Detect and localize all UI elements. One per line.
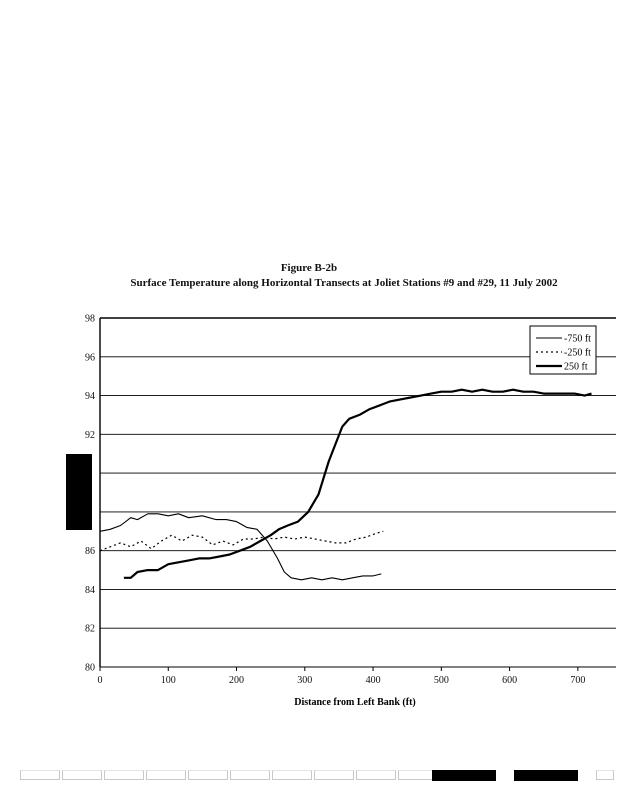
y-tick-label-82: 82 — [85, 624, 95, 635]
y-tick-label-80: 80 — [85, 663, 95, 674]
x-tick-label-300: 300 — [297, 675, 312, 686]
y-tick-label-98: 98 — [85, 314, 95, 325]
x-axis-tick-labels: 0 100 200 300 400 500 600 700 — [98, 675, 586, 686]
x-tick-label-100: 100 — [161, 675, 176, 686]
x-tick-label-400: 400 — [366, 675, 381, 686]
series-line-1 — [99, 513, 382, 581]
footer-box-4 — [146, 770, 186, 780]
redaction-block — [66, 454, 92, 530]
footer-box-1 — [20, 770, 60, 780]
chart-series — [99, 388, 592, 581]
legend-label-3: 250 ft — [564, 362, 588, 373]
chart-gridlines — [100, 317, 616, 668]
footer-box-9 — [356, 770, 396, 780]
legend-label-2: -250 ft — [564, 348, 591, 359]
footer-box-6 — [230, 770, 270, 780]
x-tick-label-700: 700 — [570, 675, 585, 686]
footer-box-3 — [104, 770, 144, 780]
figure-number: Figure B-2b — [280, 262, 338, 274]
x-tick-label-200: 200 — [229, 675, 244, 686]
footer-box-last — [596, 770, 614, 780]
footer-box-2 — [62, 770, 102, 780]
series-line-3 — [123, 388, 592, 579]
chart-legend: -750 ft -250 ft 250 ft — [529, 325, 597, 375]
y-tick-label-94: 94 — [85, 391, 95, 402]
footer-black-bar-2 — [514, 770, 578, 781]
y-tick-label-84: 84 — [85, 585, 95, 596]
y-axis-tick-labels: 80 82 84 86 92 94 96 98 — [85, 314, 95, 674]
series-line-2 — [99, 530, 384, 552]
chart-axes — [99, 318, 616, 671]
y-tick-label-86: 86 — [85, 546, 95, 557]
footer-box-7 — [272, 770, 312, 780]
x-tick-label-500: 500 — [434, 675, 449, 686]
footer-black-bar-1 — [432, 770, 496, 781]
x-tick-label-0: 0 — [98, 675, 103, 686]
y-tick-label-96: 96 — [85, 352, 95, 363]
legend-label-1: -750 ft — [564, 334, 591, 345]
figure-title: Surface Temperature along Horizontal Tra… — [130, 277, 558, 289]
x-tick-label-600: 600 — [502, 675, 517, 686]
y-tick-label-92: 92 — [85, 430, 95, 441]
footer-box-8 — [314, 770, 354, 780]
footer-box-5 — [188, 770, 228, 780]
x-axis-title: Distance from Left Bank (ft) — [294, 697, 415, 708]
